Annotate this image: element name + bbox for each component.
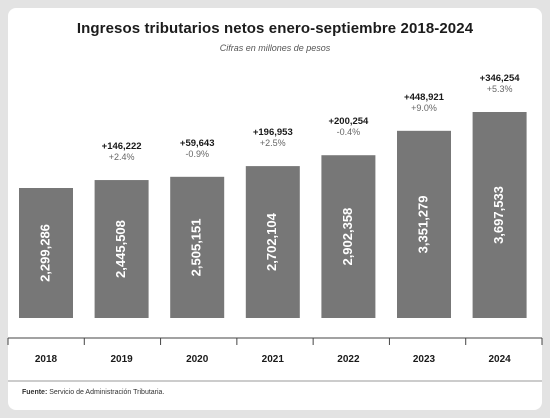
bar-2022 xyxy=(321,155,376,318)
x-tick-label: 2018 xyxy=(35,354,58,365)
x-tick-label: 2022 xyxy=(337,354,360,365)
change-label: +200,254 xyxy=(328,116,369,127)
change-label: +59,643 xyxy=(180,138,215,149)
change-label: +448,921 xyxy=(404,92,445,103)
x-tick-label: 2020 xyxy=(186,354,209,365)
bar-value-label: 2,902,358 xyxy=(340,208,355,266)
source-note: Fuente: Servicio de Administración Tribu… xyxy=(22,389,164,396)
bar-value-label: 2,702,104 xyxy=(264,212,279,271)
bar-2020 xyxy=(170,176,225,318)
x-tick-label: 2024 xyxy=(488,354,511,365)
bar-value-label: 2,445,508 xyxy=(113,220,128,278)
bar-value-label: 3,351,279 xyxy=(415,195,430,253)
x-tick-label: 2023 xyxy=(413,354,436,365)
bar-2021 xyxy=(245,166,300,318)
x-tick-label: 2019 xyxy=(110,354,133,365)
x-tick-label: 2021 xyxy=(262,354,285,365)
bar-2019 xyxy=(94,180,149,318)
pct-change-label: -0.4% xyxy=(337,127,361,137)
change-label: +146,222 xyxy=(102,141,142,152)
change-label: +346,254 xyxy=(480,73,521,84)
pct-change-label: +2.5% xyxy=(260,138,286,148)
source-label: Fuente: xyxy=(22,389,48,396)
source-text: Servicio de Administración Tributaria. xyxy=(49,389,165,396)
chart-title: Ingresos tributarios netos enero-septiem… xyxy=(76,20,474,37)
pct-change-label: +9.0% xyxy=(411,103,437,113)
bar-2024 xyxy=(472,112,527,318)
bar-2018 xyxy=(19,188,73,318)
bar-2023 xyxy=(397,130,451,318)
pct-change-label: -0.9% xyxy=(185,149,209,159)
change-label: +196,953 xyxy=(253,127,293,138)
chart-subtitle: Cifras en millones de pesos xyxy=(219,43,331,53)
pct-change-label: +5.3% xyxy=(487,84,513,94)
bar-value-label: 3,697,533 xyxy=(491,186,506,244)
bar-value-label: 2,505,151 xyxy=(189,218,204,276)
pct-change-label: +2.4% xyxy=(109,152,135,162)
bar-value-label: 2,299,286 xyxy=(37,224,52,282)
